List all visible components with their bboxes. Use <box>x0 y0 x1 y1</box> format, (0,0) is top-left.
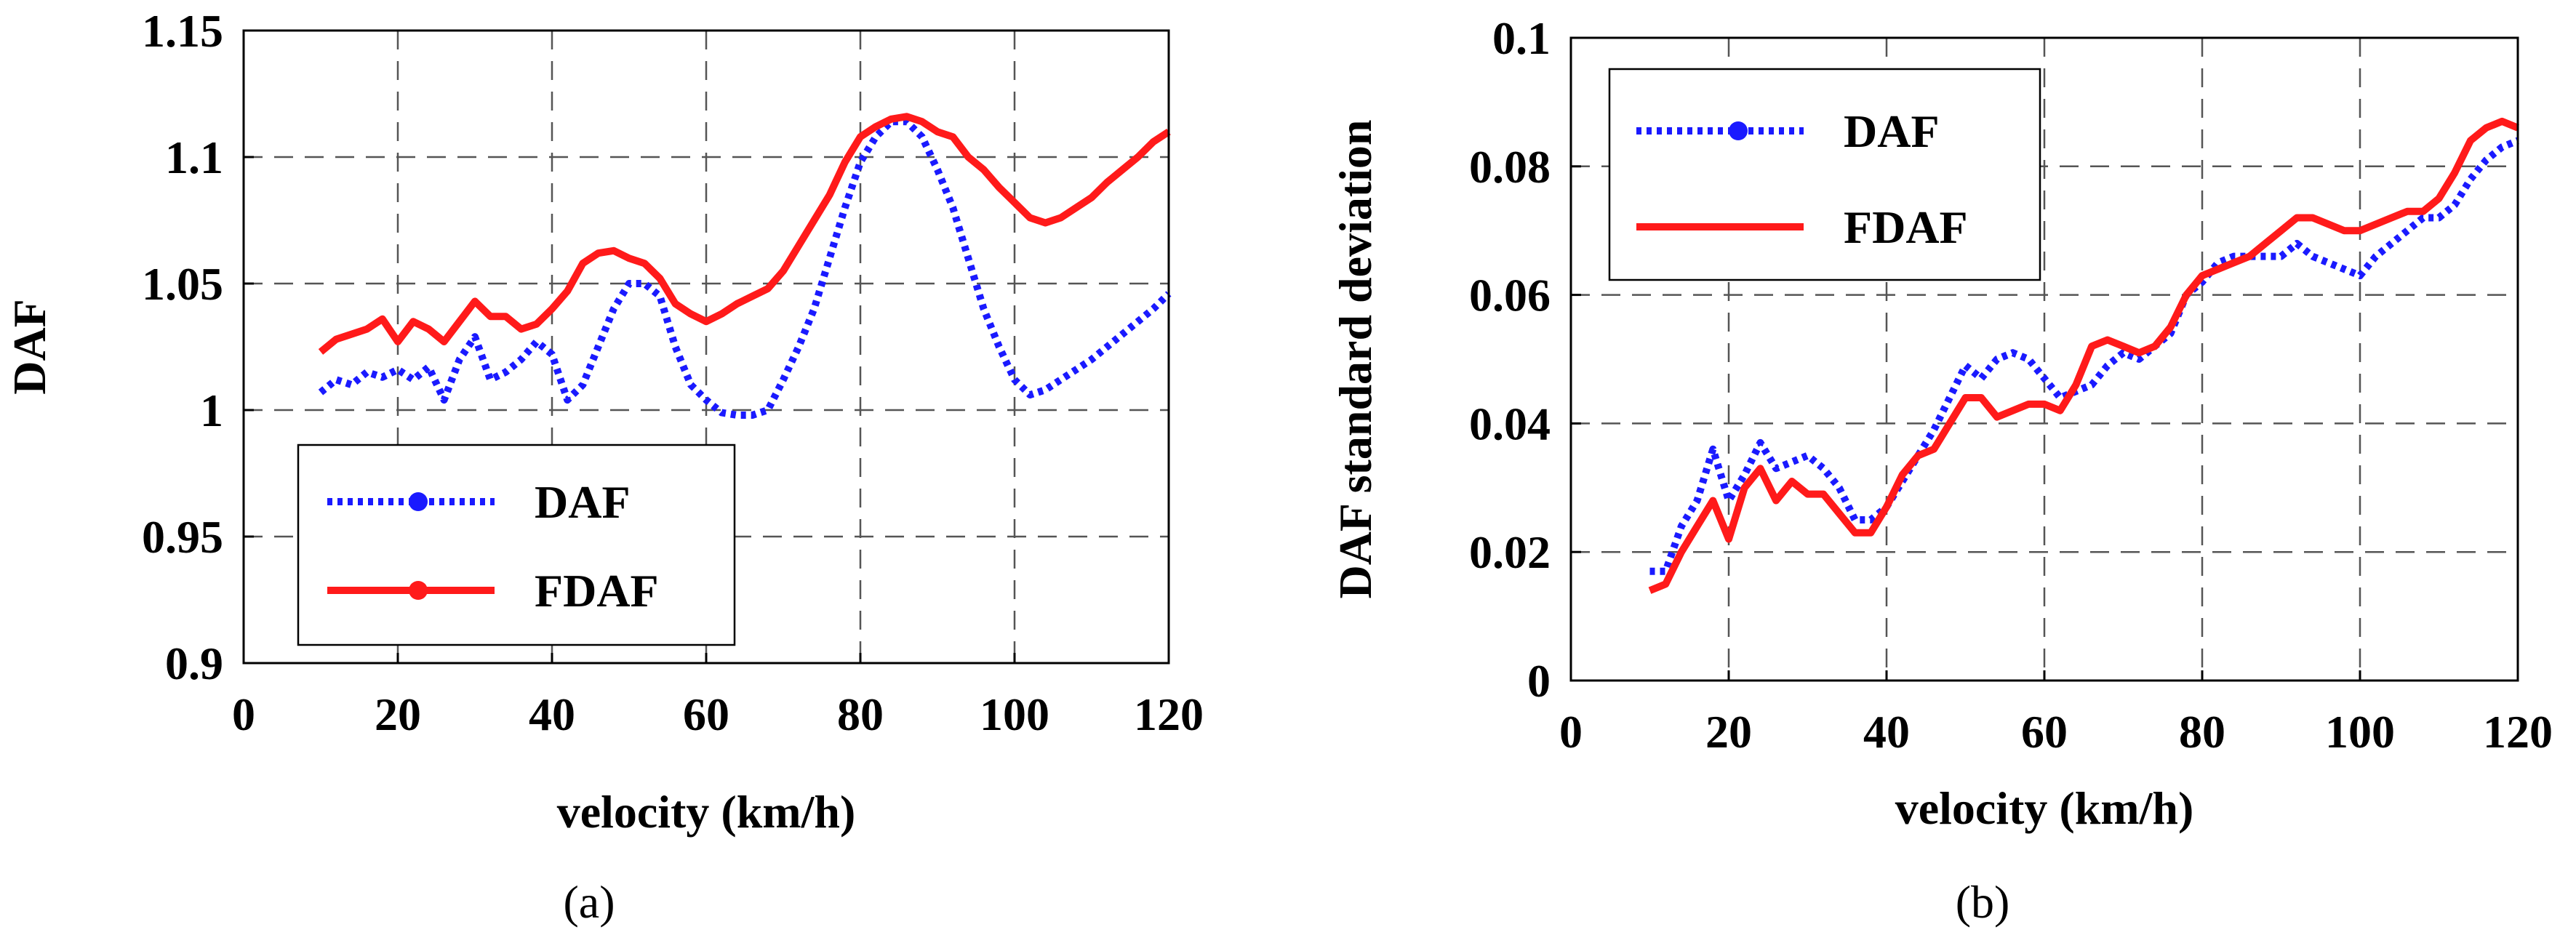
chart-a-x-tick-label: 80 <box>837 689 884 740</box>
chart-b-y-tick-label: 0.1 <box>1492 12 1551 64</box>
chart-b: 0 20 40 60 80 100 120 0 0.02 0.04 0.06 0.08 0.1 vel… <box>1329 12 2553 928</box>
chart-a-x-axis-label: velocity (km/h) <box>557 786 856 838</box>
chart-a-y-axis-label: DAF <box>4 299 55 395</box>
chart-a-y-ticks: 0.9 0.95 1 1.05 1.1 1.15 <box>142 5 254 689</box>
chart-a-y-tick-label: 1 <box>200 385 223 436</box>
chart-b-legend-label-fdaf: FDAF <box>1844 201 1968 253</box>
chart-b-y-axis-label: DAF standard deviation <box>1329 119 1381 598</box>
chart-b-x-tick-label: 80 <box>2179 706 2225 758</box>
chart-a-x-tick-label: 60 <box>683 689 729 740</box>
chart-b-y-tick-label: 0.08 <box>1469 141 1551 193</box>
chart-a-y-tick-label: 1.15 <box>142 5 223 57</box>
chart-b-legend-label-daf: DAF <box>1844 105 1940 157</box>
chart-b-y-tick-label: 0.04 <box>1469 398 1551 449</box>
chart-a-x-ticks: 0 20 40 60 80 100 120 <box>232 653 1204 740</box>
chart-a-x-tick-label: 100 <box>980 689 1049 740</box>
chart-b-legend-marker-daf <box>1729 121 1748 140</box>
chart-a-series <box>318 113 1172 419</box>
chart-a-legend: DAF FDAF <box>297 444 736 646</box>
chart-b-x-tick-label: 60 <box>2021 706 2068 758</box>
chart-a-x-tick-label: 40 <box>529 689 575 740</box>
chart-b-y-tick-label: 0 <box>1527 655 1551 707</box>
chart-b-series-daf-line <box>1649 137 2519 575</box>
chart-b-x-ticks: 0 20 40 60 80 100 120 <box>1559 670 2553 758</box>
chart-a-x-tick-label: 0 <box>232 689 255 740</box>
chart-b-series-fdaf-line <box>1648 117 2519 594</box>
chart-a-legend-label-fdaf: FDAF <box>535 565 659 617</box>
chart-a-y-tick-label: 0.95 <box>142 511 223 563</box>
chart-b-caption: (b) <box>1956 876 2010 928</box>
chart-b-series <box>1648 117 2519 594</box>
chart-a-legend-label-daf: DAF <box>535 476 631 528</box>
chart-a-series-daf-line <box>318 118 1172 419</box>
chart-b-y-tick-label: 0.06 <box>1469 270 1551 321</box>
chart-b-y-ticks: 0 0.02 0.04 0.06 0.08 0.1 <box>1469 12 1581 707</box>
chart-a-y-tick-label: 1.05 <box>142 258 223 310</box>
chart-b-legend-box <box>1608 68 2041 281</box>
chart-b-x-tick-label: 40 <box>1863 706 1910 758</box>
chart-b-x-tick-label: 120 <box>2483 706 2553 758</box>
chart-a-y-tick-label: 1.1 <box>165 132 223 183</box>
chart-a-x-tick-label: 20 <box>375 689 421 740</box>
chart-b-x-tick-label: 100 <box>2325 706 2395 758</box>
chart-a-y-tick-label: 0.9 <box>165 638 223 689</box>
chart-a-legend-box <box>297 444 736 646</box>
chart-b-legend: DAF FDAF <box>1608 68 2041 281</box>
chart-a-series-fdaf-line <box>318 113 1171 355</box>
chart-b-x-axis-label: velocity (km/h) <box>1895 782 2194 834</box>
chart-b-x-tick-label: 20 <box>1705 706 1752 758</box>
chart-a-x-tick-label: 120 <box>1134 689 1204 740</box>
chart-a-legend-marker-daf <box>409 492 428 511</box>
chart-a: 0 20 40 60 80 100 120 0.9 0.95 1 1.05 1.1 1.15 velo… <box>4 5 1204 928</box>
chart-a-legend-marker-fdaf <box>409 581 428 600</box>
chart-b-x-tick-label: 0 <box>1559 706 1583 758</box>
chart-a-caption: (a) <box>563 876 615 928</box>
chart-b-y-tick-label: 0.02 <box>1469 526 1551 578</box>
